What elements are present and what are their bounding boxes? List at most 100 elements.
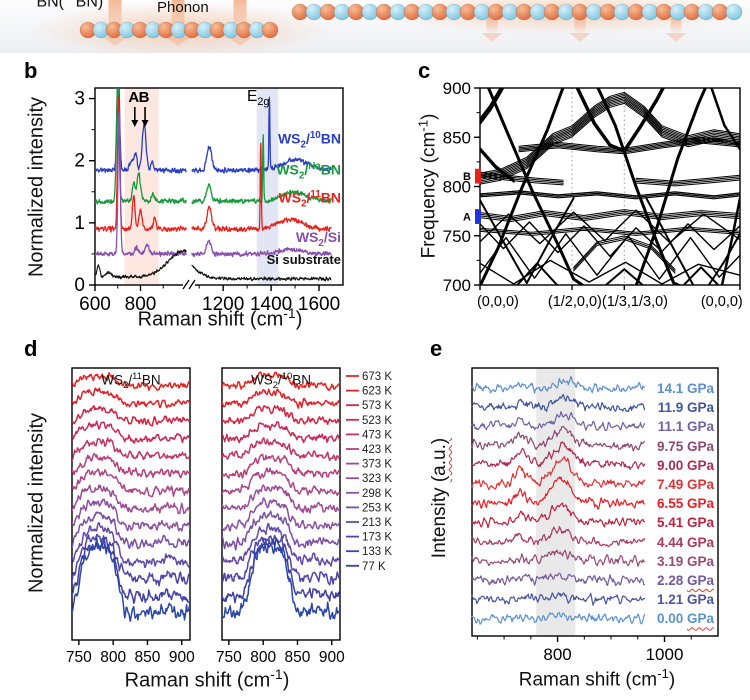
- phonon-band: [480, 173, 564, 183]
- phonon-arrow: [486, 10, 498, 35]
- temperature-curve: [72, 468, 190, 498]
- phonon-band: [480, 93, 740, 176]
- phonon-band: [480, 233, 740, 280]
- temperature-curve: [72, 387, 190, 409]
- x-tick-label: 750: [216, 649, 242, 666]
- pressure-curve: [471, 549, 646, 567]
- phonon-band: [480, 91, 740, 174]
- temperature-curve: [222, 467, 340, 497]
- series-curve: [191, 239, 332, 258]
- temperature-curve: [222, 388, 340, 409]
- legend-label: 473 K: [362, 429, 392, 441]
- legend-label: 623 K: [362, 386, 392, 398]
- temperature-curve: [222, 453, 340, 479]
- phonon-band: [480, 209, 740, 245]
- mode-marker-label: B: [463, 171, 471, 183]
- atom-orange: [403, 3, 421, 21]
- legend-label: 673 K: [362, 371, 392, 383]
- x-tick-label: 800: [543, 645, 571, 664]
- phonon-band: [480, 88, 565, 285]
- temperature-curve: [72, 372, 190, 391]
- atom-blue: [613, 3, 631, 21]
- atom-blue: [501, 3, 519, 21]
- phonon-band: [480, 190, 740, 197]
- pressure-curve: [471, 376, 646, 394]
- temperature-curve: [72, 537, 190, 622]
- temperature-curve: [72, 405, 190, 427]
- temperature-curve: [72, 484, 190, 515]
- pressure-curve: [471, 441, 646, 471]
- mode-marker: [475, 168, 481, 184]
- atom-blue: [669, 3, 687, 21]
- atom-orange: [261, 21, 279, 39]
- panel-a-illustration: 10BN(11BN) Phonon: [0, 0, 750, 53]
- pressure-curve: [471, 592, 646, 606]
- legend-label: 253 K: [362, 502, 392, 514]
- y-tick-label: 1: [74, 213, 85, 234]
- phonon-band: [518, 138, 740, 151]
- panel-d-x-axis-label: Raman shift (cm-1): [124, 666, 290, 692]
- shaded-band: [536, 368, 576, 636]
- x-tick-label: 850: [285, 649, 311, 666]
- atom-blue: [333, 3, 351, 21]
- phonon-band: [480, 102, 740, 185]
- phonon-band: [480, 191, 740, 198]
- panel-letter-c: c: [418, 58, 431, 83]
- atom-blue: [725, 3, 743, 21]
- atom-blue: [361, 3, 379, 21]
- temperature-curve: [222, 437, 340, 462]
- temperature-curve: [72, 534, 190, 587]
- temperature-curve: [72, 437, 190, 462]
- pressure-curve: [471, 572, 646, 586]
- phonon-band: [480, 199, 528, 284]
- series-curve: [95, 88, 187, 205]
- atom-blue: [529, 3, 547, 21]
- annotation-arrow-head: [141, 120, 149, 127]
- atom-orange: [487, 3, 505, 21]
- panel-e-y-axis-label-main: Intensity: [429, 482, 450, 559]
- y-tick-label: 800: [443, 178, 471, 197]
- atom-blue: [305, 3, 323, 21]
- temperature-curve: [222, 497, 340, 532]
- y-tick-label: 3: [74, 89, 85, 110]
- atom-orange: [543, 3, 561, 21]
- temperature-curve: [222, 421, 340, 444]
- phonon-band: [518, 136, 740, 149]
- panel-letter-d: d: [24, 336, 38, 361]
- pressure-curve: [471, 502, 646, 529]
- legend-label: 423 K: [362, 444, 392, 456]
- pressure-curve: [471, 526, 646, 548]
- phonon-band: [480, 88, 503, 121]
- phonon-arrow-head: [665, 33, 687, 42]
- atom-blue: [697, 3, 715, 21]
- phonon-band: [480, 171, 564, 181]
- legend-label: 213 K: [362, 517, 392, 529]
- phonon-arrow: [670, 10, 682, 35]
- atom-blue: [417, 3, 435, 21]
- atom-blue: [389, 3, 407, 21]
- phonon-band: [486, 88, 586, 285]
- temperature-curve: [72, 498, 190, 532]
- x-tick-label: 1600: [298, 294, 340, 315]
- phonon-band: [480, 226, 740, 233]
- legend-label: 323 K: [362, 473, 392, 485]
- mode-marker-label: A: [463, 212, 471, 224]
- atom-orange: [431, 3, 449, 21]
- x-tick-label: 800: [250, 649, 276, 666]
- atom-orange: [375, 3, 393, 21]
- x-tick-label: 900: [169, 649, 195, 666]
- phonon-band: [645, 197, 695, 285]
- phonon-band: [635, 177, 740, 185]
- pressure-curve: [471, 612, 646, 625]
- k-point-label: (0,0,0): [701, 294, 743, 310]
- peak-annotation: B: [139, 89, 150, 106]
- phonon-band: [480, 259, 740, 285]
- atom-orange: [655, 3, 673, 21]
- x-tick-label: 1200: [202, 294, 244, 315]
- temperature-curve: [72, 522, 190, 569]
- temperature-curve: [222, 538, 340, 620]
- series-curve: [191, 142, 332, 233]
- phonon-band: [480, 210, 740, 219]
- series-curve: [191, 264, 332, 282]
- x-tick-label: 900: [319, 649, 345, 666]
